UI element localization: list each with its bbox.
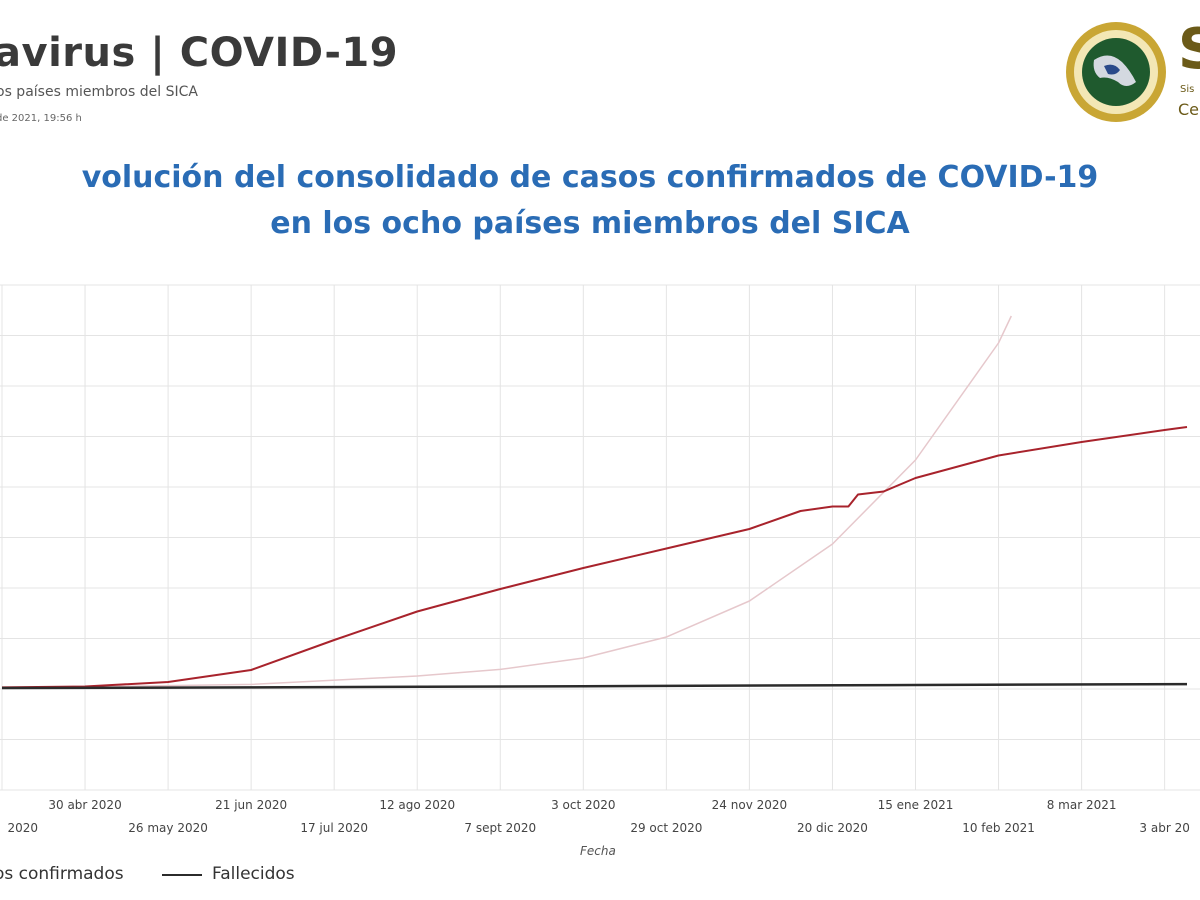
x-tick-label: 17 jul 2020 (300, 821, 368, 835)
sica-seal-logo (1066, 22, 1166, 122)
x-tick-label: 8 mar 2021 (1047, 798, 1117, 812)
x-tick-label: 3 oct 2020 (551, 798, 615, 812)
sica-logo-text: SI (1178, 17, 1200, 82)
x-tick-label: 2020 (7, 821, 38, 835)
x-tick-label: 20 dic 2020 (797, 821, 868, 835)
x-tick-label: 7 sept 2020 (464, 821, 536, 835)
x-tick-label: 30 abr 2020 (48, 798, 121, 812)
x-tick-label: 24 nov 2020 (712, 798, 788, 812)
x-tick-label: 29 oct 2020 (630, 821, 702, 835)
chart-title: volución del consolidado de casos confir… (0, 155, 1180, 247)
x-tick-label: 15 ene 2021 (878, 798, 954, 812)
series-line-confirmados (1, 426, 1188, 689)
x-tick-label: 10 feb 2021 (962, 821, 1035, 835)
x-tick-label: 12 ago 2020 (379, 798, 455, 812)
legend-label-confirmados: os confirmados (0, 864, 124, 884)
x-tick-label: 21 jun 2020 (215, 798, 287, 812)
legend-label-fallecidos: Fallecidos (212, 864, 295, 884)
x-tick-label: 3 abr 20 (1139, 821, 1189, 835)
sica-logo-caption-2: Ce (1178, 100, 1200, 119)
header-date: de 2021, 19:56 h (0, 113, 82, 124)
x-tick-label: 26 may 2020 (128, 821, 208, 835)
x-axis-title: Fecha (580, 844, 616, 858)
chart-title-line-1: volución del consolidado de casos confir… (81, 160, 1099, 195)
series-line-projection (1, 315, 1012, 689)
series-line-fallecidos (1, 682, 1188, 690)
header-title: avirus | COVID-19 (0, 30, 399, 76)
chart-title-line-2: en los ocho países miembros del SICA (270, 206, 910, 241)
sica-logo-caption: Sis (1180, 84, 1195, 95)
header-subtitle: os países miembros del SICA (0, 84, 198, 100)
legend-swatch-fallecidos (162, 874, 202, 876)
